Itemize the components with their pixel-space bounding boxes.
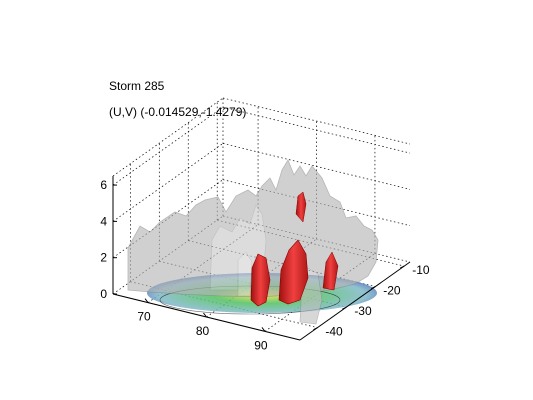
chart-subtitle: (U,V) (-0.014529,-1.4279) (109, 105, 247, 119)
z-tick-label: 4 (100, 214, 107, 228)
x-tick-mark (144, 298, 149, 303)
y-tick-mark (371, 286, 376, 290)
y-tick-label: -30 (354, 304, 372, 318)
y-tick-label: -40 (325, 325, 343, 339)
grid-line-z (112, 143, 224, 222)
red-isosurface (250, 191, 339, 307)
x-tick-mark (261, 327, 266, 332)
y-tick-mark (342, 306, 347, 310)
y-tick-mark (399, 265, 405, 269)
z-tick-label: 6 (100, 178, 107, 192)
axis-ticks: 0 2 4 6 70 80 90 -10 -20 -30 -40 (100, 176, 430, 352)
grid-line-z (112, 106, 224, 186)
y-axis-line (299, 261, 411, 341)
grid-line-z (112, 179, 224, 258)
y-tick-label: -20 (383, 284, 401, 298)
x-tick-label: 80 (196, 324, 210, 338)
y-tick-mark (313, 327, 318, 331)
x-tick-label: 70 (137, 310, 151, 324)
y-tick-label: -10 (412, 263, 430, 277)
x-tick-label: 90 (254, 338, 268, 352)
grid-line-z (112, 97, 224, 177)
z-tick-label: 0 (100, 287, 107, 301)
z-tick-label: 2 (100, 251, 107, 265)
x-tick-mark (203, 312, 207, 318)
chart-title: Storm 285 (109, 79, 165, 93)
grid-line-z (222, 97, 411, 145)
